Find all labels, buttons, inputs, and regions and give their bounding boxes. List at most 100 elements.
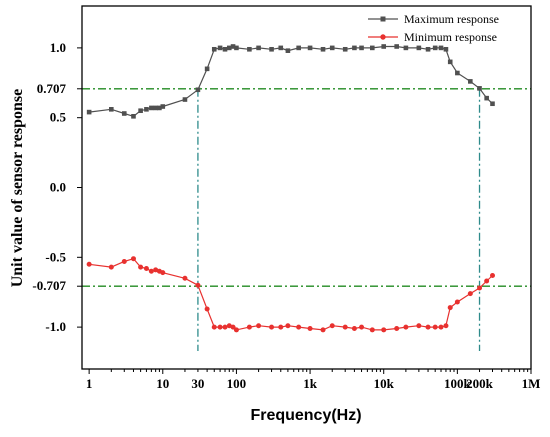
x-axis-title: Frequency(Hz) [250,407,361,424]
series-0-point-21 [269,46,274,52]
y-tick-label-6: -1.0 [45,319,66,334]
series-1-point-37 [432,324,438,330]
legend: Maximum response Minimum response [368,12,499,44]
series-0-point-35 [416,45,422,51]
y-axis-title: Unit value of sensor response [9,89,26,288]
series-1-point-41 [454,299,460,305]
series-1-point-19 [246,324,252,330]
series-1-point-27 [329,323,335,329]
series-1-point-16 [226,323,232,329]
series-1-point-38 [438,324,444,330]
series-1-point-6 [148,268,154,274]
series-0-point-25 [307,45,313,51]
legend-marker-1 [380,34,386,40]
series-0-point-45 [490,101,495,107]
series-1-point-17 [230,324,236,330]
series-1-point-25 [307,326,313,332]
plot-frame [81,5,532,370]
series-0-point-43 [477,86,482,91]
series-1-point-30 [359,324,365,330]
x-tick-label-4: 1k [303,376,318,391]
x-tick-label-8: 1M [522,376,541,391]
series-0-point-27 [329,45,335,51]
series-0-point-38 [438,45,444,51]
series-0-point-9 [160,104,166,109]
series-1-point-40 [447,305,453,311]
y-tick-label-5: -0.707 [32,278,66,293]
series-0-point-17 [230,44,236,49]
series-1-point-9 [160,270,166,276]
series-0-point-1 [109,107,114,112]
series-0-point-16 [226,45,232,51]
series-0-point-13 [211,46,217,52]
series-0-point-40 [447,59,453,65]
series-0-point-30 [359,45,364,51]
series-1-point-4 [138,264,144,270]
x-tick-label-6: 100k [444,376,472,391]
series-1-point-11 [195,282,201,288]
series-0-point-31 [370,45,375,51]
series-0-point-22 [278,45,284,51]
series-1-point-14 [217,324,223,330]
series-1-point-35 [416,323,422,329]
series-1-point-18 [233,327,239,333]
series-1-point-1 [108,264,114,270]
series-1-point-10 [182,275,188,281]
series-0-point-44 [484,95,489,101]
x-tick-label-2: 30 [191,376,204,391]
series-1-point-24 [296,324,302,330]
series-0-point-34 [403,45,409,51]
series-0-point-2 [121,111,127,116]
series-1-point-3 [130,256,136,262]
series-0-point-7 [153,105,158,111]
series-1-point-42 [467,291,473,297]
series-0-point-36 [425,46,431,52]
series-1-point-22 [278,324,284,330]
series-0-point-15 [222,46,228,52]
legend-marker-0 [380,16,386,22]
series-1-point-15 [222,324,228,330]
series-1-point-5 [143,265,149,271]
series-0-point-12 [204,66,210,72]
series-1-point-26 [320,327,326,333]
x-tick-label-5: 10k [374,376,395,391]
series-0-point-33 [394,44,399,49]
series-0-point-26 [320,46,326,52]
series-0-point-24 [296,45,301,51]
series-0-point-28 [342,46,348,52]
series-0-point-0 [86,109,92,115]
series-1-point-21 [269,324,275,330]
legend-label-0: Maximum response [404,12,499,26]
series-0-point-5 [144,107,149,112]
series-1-point-45 [489,272,495,278]
series-1-point-32 [381,327,387,333]
series-line-1 [89,258,493,331]
series-0-point-6 [149,105,154,111]
series-1-point-12 [204,306,210,312]
series-0-point-23 [285,48,291,53]
series-1-point-13 [211,324,217,330]
series-0-point-20 [256,45,261,51]
series-1-point-36 [425,324,431,330]
series-0-point-10 [182,97,188,102]
legend-label-1: Minimum response [404,30,497,44]
y-tick-label-4: -0.5 [45,249,66,264]
series-1-point-2 [121,258,127,264]
series-1-point-34 [403,324,409,330]
series-0-point-18 [234,45,239,51]
series-1-point-33 [394,326,400,332]
series-0-point-41 [455,70,460,76]
series-0-point-3 [131,113,136,119]
series-0-point-14 [217,45,223,51]
series-1-point-28 [342,324,348,330]
series-0-point-11 [195,87,201,93]
series-1-point-7 [153,267,159,273]
series-1-point-29 [351,326,357,332]
series-1-point-44 [484,278,490,284]
y-tick-label-2: 0.5 [50,110,67,125]
series-0-point-29 [352,45,357,51]
y-tick-label-3: 0.0 [50,180,66,195]
series-0-point-37 [432,45,438,51]
series-0-point-19 [247,46,252,52]
